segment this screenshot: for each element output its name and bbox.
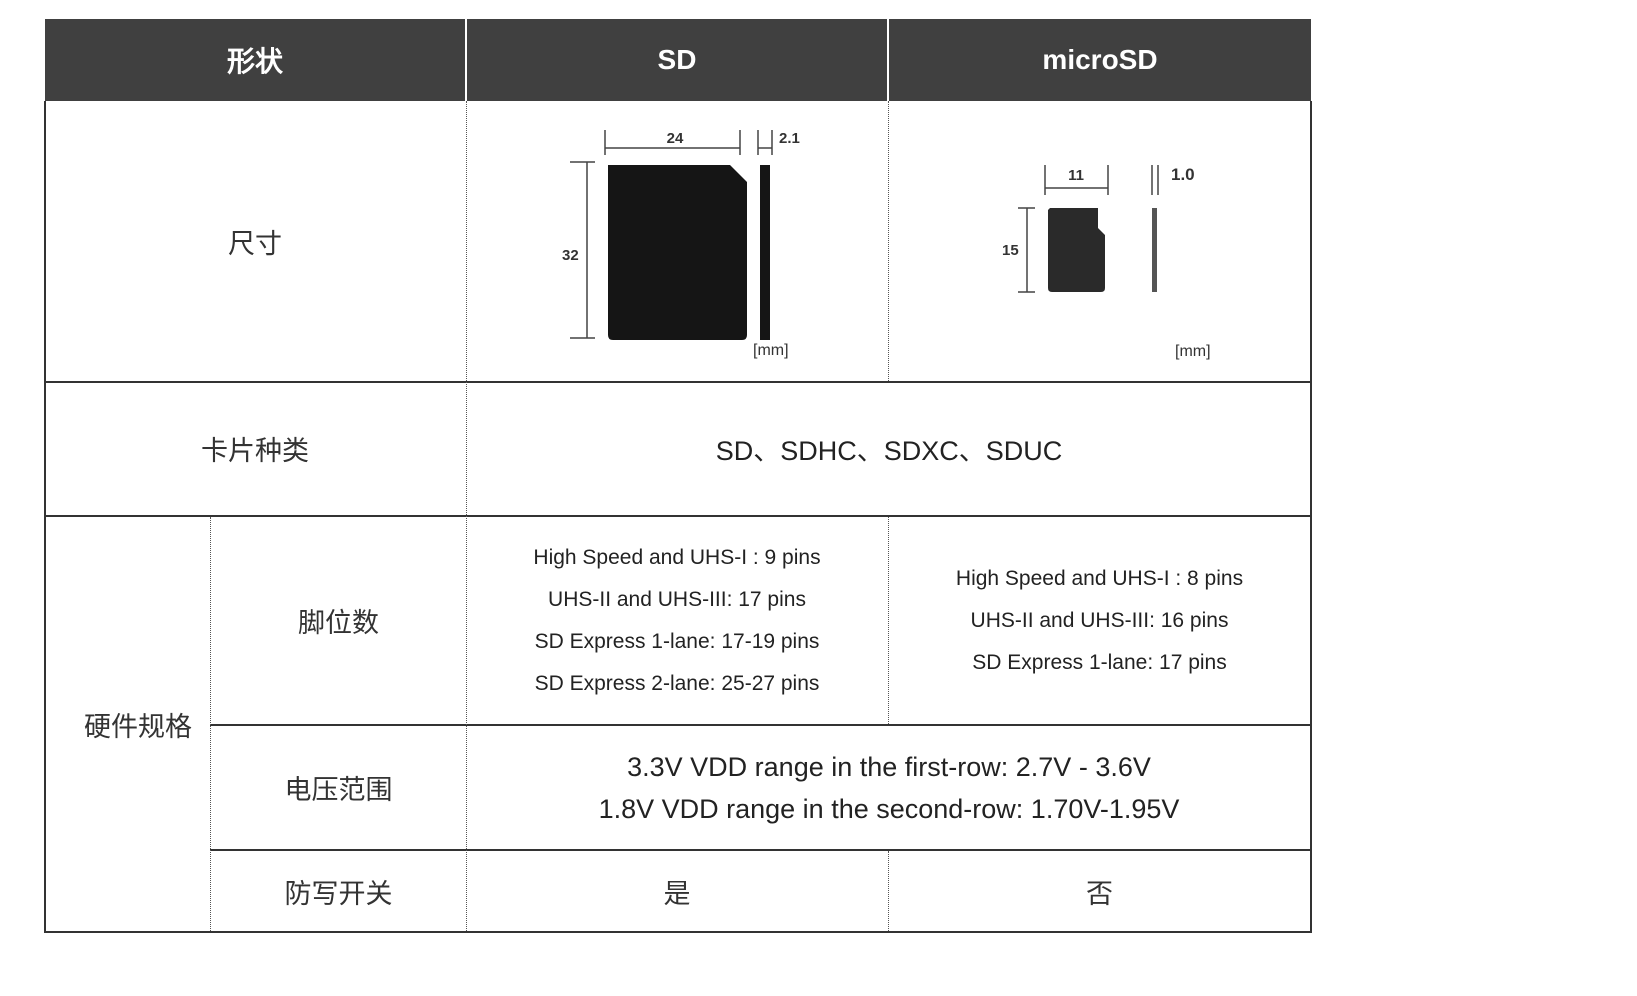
pins-line: High Speed and UHS-I : 8 pins xyxy=(955,566,1244,590)
label-voltage: 电压范围 xyxy=(284,775,393,806)
border-right xyxy=(1310,101,1312,933)
sd-unit: [mm] xyxy=(753,342,789,359)
label-size: 尺寸 xyxy=(228,228,282,260)
divider xyxy=(466,101,467,931)
sd-card-side xyxy=(760,165,770,340)
card-type-value: SD、SDHC、SDXC、SDUC xyxy=(715,436,1063,466)
divider xyxy=(888,517,889,724)
pins-line: SD Express 2-lane: 25-27 pins xyxy=(534,671,820,695)
pins-line: SD Express 1-lane: 17 pins xyxy=(972,650,1227,674)
label-hardware: 硬件规格 xyxy=(84,711,192,743)
header-sd: SD xyxy=(467,19,887,101)
divider xyxy=(210,517,211,931)
sd-height: 32 xyxy=(562,247,579,264)
microsd-height: 15 xyxy=(1002,242,1019,259)
label-write-protect: 防写开关 xyxy=(284,878,393,910)
label-pins: 脚位数 xyxy=(298,608,379,639)
border-left xyxy=(44,101,46,933)
header-microsd: microSD xyxy=(889,19,1311,101)
microsd-write-protect: 否 xyxy=(1086,878,1113,910)
sd-width: 24 xyxy=(667,130,684,147)
microsd-thickness: 1.0 xyxy=(1171,165,1195,184)
microsd-card-shape xyxy=(1048,208,1105,292)
divider xyxy=(210,724,1312,726)
pins-line: UHS-II and UHS-III: 16 pins xyxy=(970,608,1229,632)
microsd-unit: [mm] xyxy=(1175,343,1211,360)
divider xyxy=(44,381,1312,383)
microsd-width: 11 xyxy=(1068,167,1084,184)
divider xyxy=(210,849,1312,851)
pins-line: UHS-II and UHS-III: 17 pins xyxy=(548,587,806,611)
sd-write-protect: 是 xyxy=(663,878,691,910)
voltage-value: 3.3V VDD range in the first-row: 2.7V - … xyxy=(467,726,1311,849)
border-bottom xyxy=(44,931,1312,933)
microsd-card-side xyxy=(1152,208,1157,292)
divider xyxy=(888,851,889,931)
sd-pins: High Speed and UHS-I : 9 pins UHS-II and… xyxy=(467,517,887,724)
label-card-type: 卡片种类 xyxy=(201,436,309,467)
voltage-line: 1.8V VDD range in the second-row: 1.70V-… xyxy=(598,793,1180,824)
sd-thickness: 2.1 xyxy=(779,130,800,147)
microsd-pins: High Speed and UHS-I : 8 pins UHS-II and… xyxy=(889,517,1310,724)
sd-card-diagram: 24 2.1 32 [mm] xyxy=(562,130,800,359)
voltage-line: 3.3V VDD range in the first-row: 2.7V - … xyxy=(627,751,1151,782)
divider xyxy=(888,101,889,381)
microsd-card-diagram: 11 1.0 15 [mm] xyxy=(1002,165,1211,360)
pins-line: High Speed and UHS-I : 9 pins xyxy=(533,545,821,569)
sd-card-shape xyxy=(608,165,747,340)
header-shape: 形状 xyxy=(45,19,465,101)
divider xyxy=(44,515,1312,517)
pins-line: SD Express 1-lane: 17-19 pins xyxy=(534,629,820,653)
